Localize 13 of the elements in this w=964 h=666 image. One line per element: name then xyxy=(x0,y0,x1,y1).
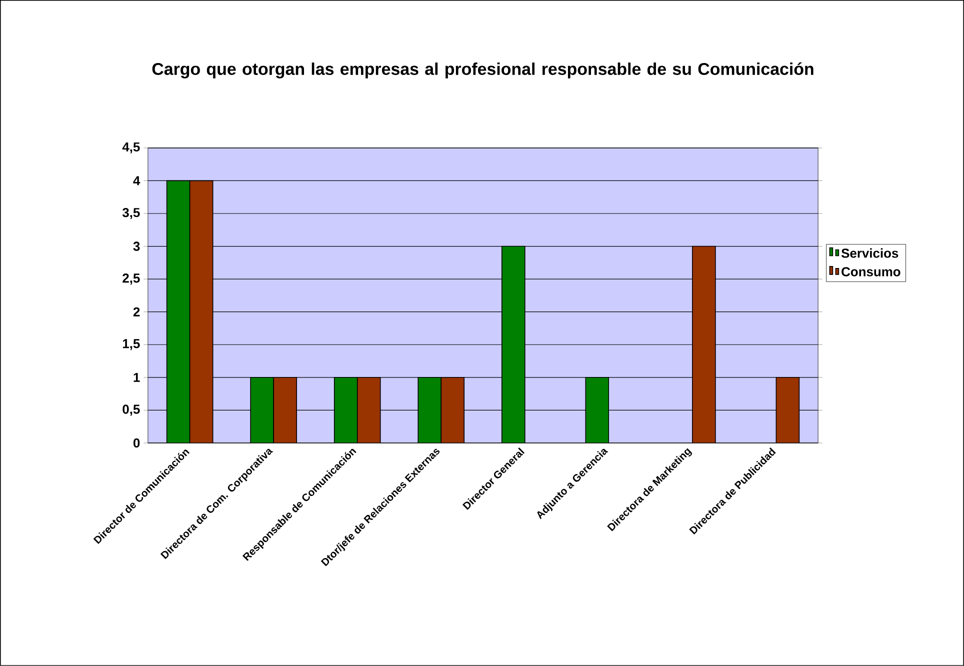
y-tick-label: 0 xyxy=(133,438,140,448)
y-tick-label: 0,5 xyxy=(122,404,140,416)
legend-label: Servicios xyxy=(841,248,898,258)
y-tick-label: 4 xyxy=(133,176,140,186)
chart-title: Cargo que otorgan las empresas al profesional responsable de su Comunicación xyxy=(152,62,814,78)
y-tick-label: 1,5 xyxy=(122,339,140,350)
y-tick-label: 2,5 xyxy=(122,274,140,285)
y-tick-label: 3,5 xyxy=(122,208,140,220)
y-tick-label: 2 xyxy=(133,307,140,316)
legend-label: Consumo xyxy=(842,267,900,276)
y-tick-label: 4,5 xyxy=(122,142,140,154)
y-tick-label: 3 xyxy=(133,242,140,251)
y-tick-label: 1 xyxy=(134,372,140,382)
